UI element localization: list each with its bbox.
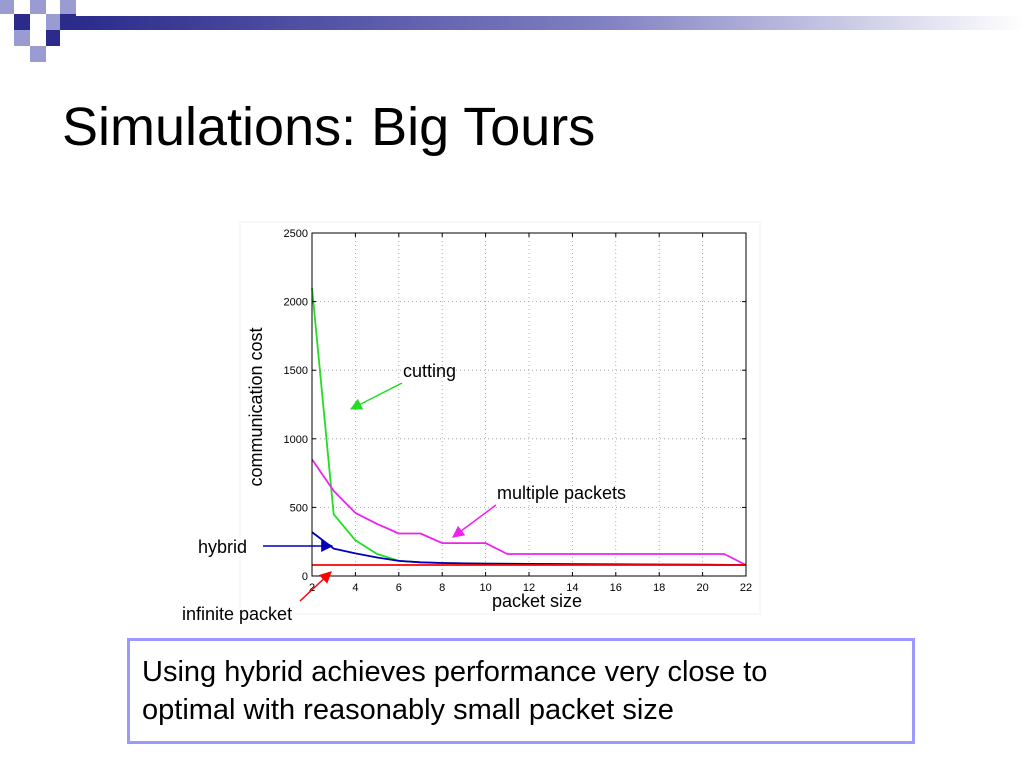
x-axis-label: packet size — [492, 591, 582, 611]
series-layer — [311, 287, 747, 566]
x-tick-label: 4 — [352, 582, 358, 594]
grid — [312, 233, 746, 576]
deco-square — [0, 0, 14, 14]
deco-square — [30, 0, 46, 14]
y-axis-label: communication cost — [246, 327, 266, 486]
header-gradient-band — [76, 16, 1024, 30]
deco-square — [60, 14, 76, 30]
arrow-multiple-packets — [452, 504, 497, 538]
annotation-infinite-packet: infinite packet — [182, 604, 292, 624]
x-tick-label: 8 — [439, 582, 445, 594]
annotation-hybrid: hybrid — [198, 537, 247, 557]
x-tick-label: 2 — [309, 582, 315, 594]
x-tick-label: 16 — [610, 582, 622, 594]
summary-line-2: optimal with reasonably small packet siz… — [142, 694, 674, 726]
deco-square — [14, 14, 30, 30]
x-tick-label: 6 — [396, 582, 402, 594]
x-tick-label: 10 — [479, 582, 491, 594]
deco-square — [60, 0, 76, 14]
series-line-multiple-packets — [311, 458, 747, 566]
corner-decoration — [0, 0, 1024, 62]
summary-box: Using hybrid achieves performance very c… — [127, 638, 915, 744]
x-tick-label: 22 — [740, 582, 752, 594]
x-tick-label: 20 — [696, 582, 708, 594]
y-tick-label: 2000 — [284, 297, 308, 309]
deco-square — [14, 30, 30, 46]
y-tick-label: 2500 — [284, 228, 308, 240]
x-tick-label: 18 — [653, 582, 665, 594]
deco-square — [30, 46, 46, 62]
y-tick-label: 0 — [302, 571, 308, 583]
deco-square — [46, 30, 60, 46]
deco-square — [46, 14, 60, 30]
x-tick-label: 12 — [523, 582, 535, 594]
arrow-infinite-packet — [299, 571, 332, 602]
summary-line-1: Using hybrid achieves performance very c… — [142, 656, 768, 688]
arrow-cutting — [349, 382, 403, 410]
y-tick-label: 1500 — [284, 365, 308, 377]
y-tick-label: 500 — [290, 502, 308, 514]
annotation-cutting: cutting — [403, 361, 456, 381]
annotation-multiple-packets: multiple packets — [497, 483, 626, 503]
ticks: 2 4 6 8 10 12 14 16 18 20 22 0 500 1000 1500 2000 2500 — [284, 228, 753, 594]
x-tick-label: 14 — [566, 582, 578, 594]
y-tick-label: 1000 — [284, 434, 308, 446]
figure-background — [239, 221, 761, 615]
slide-title: Simulations: Big Tours — [62, 97, 596, 157]
